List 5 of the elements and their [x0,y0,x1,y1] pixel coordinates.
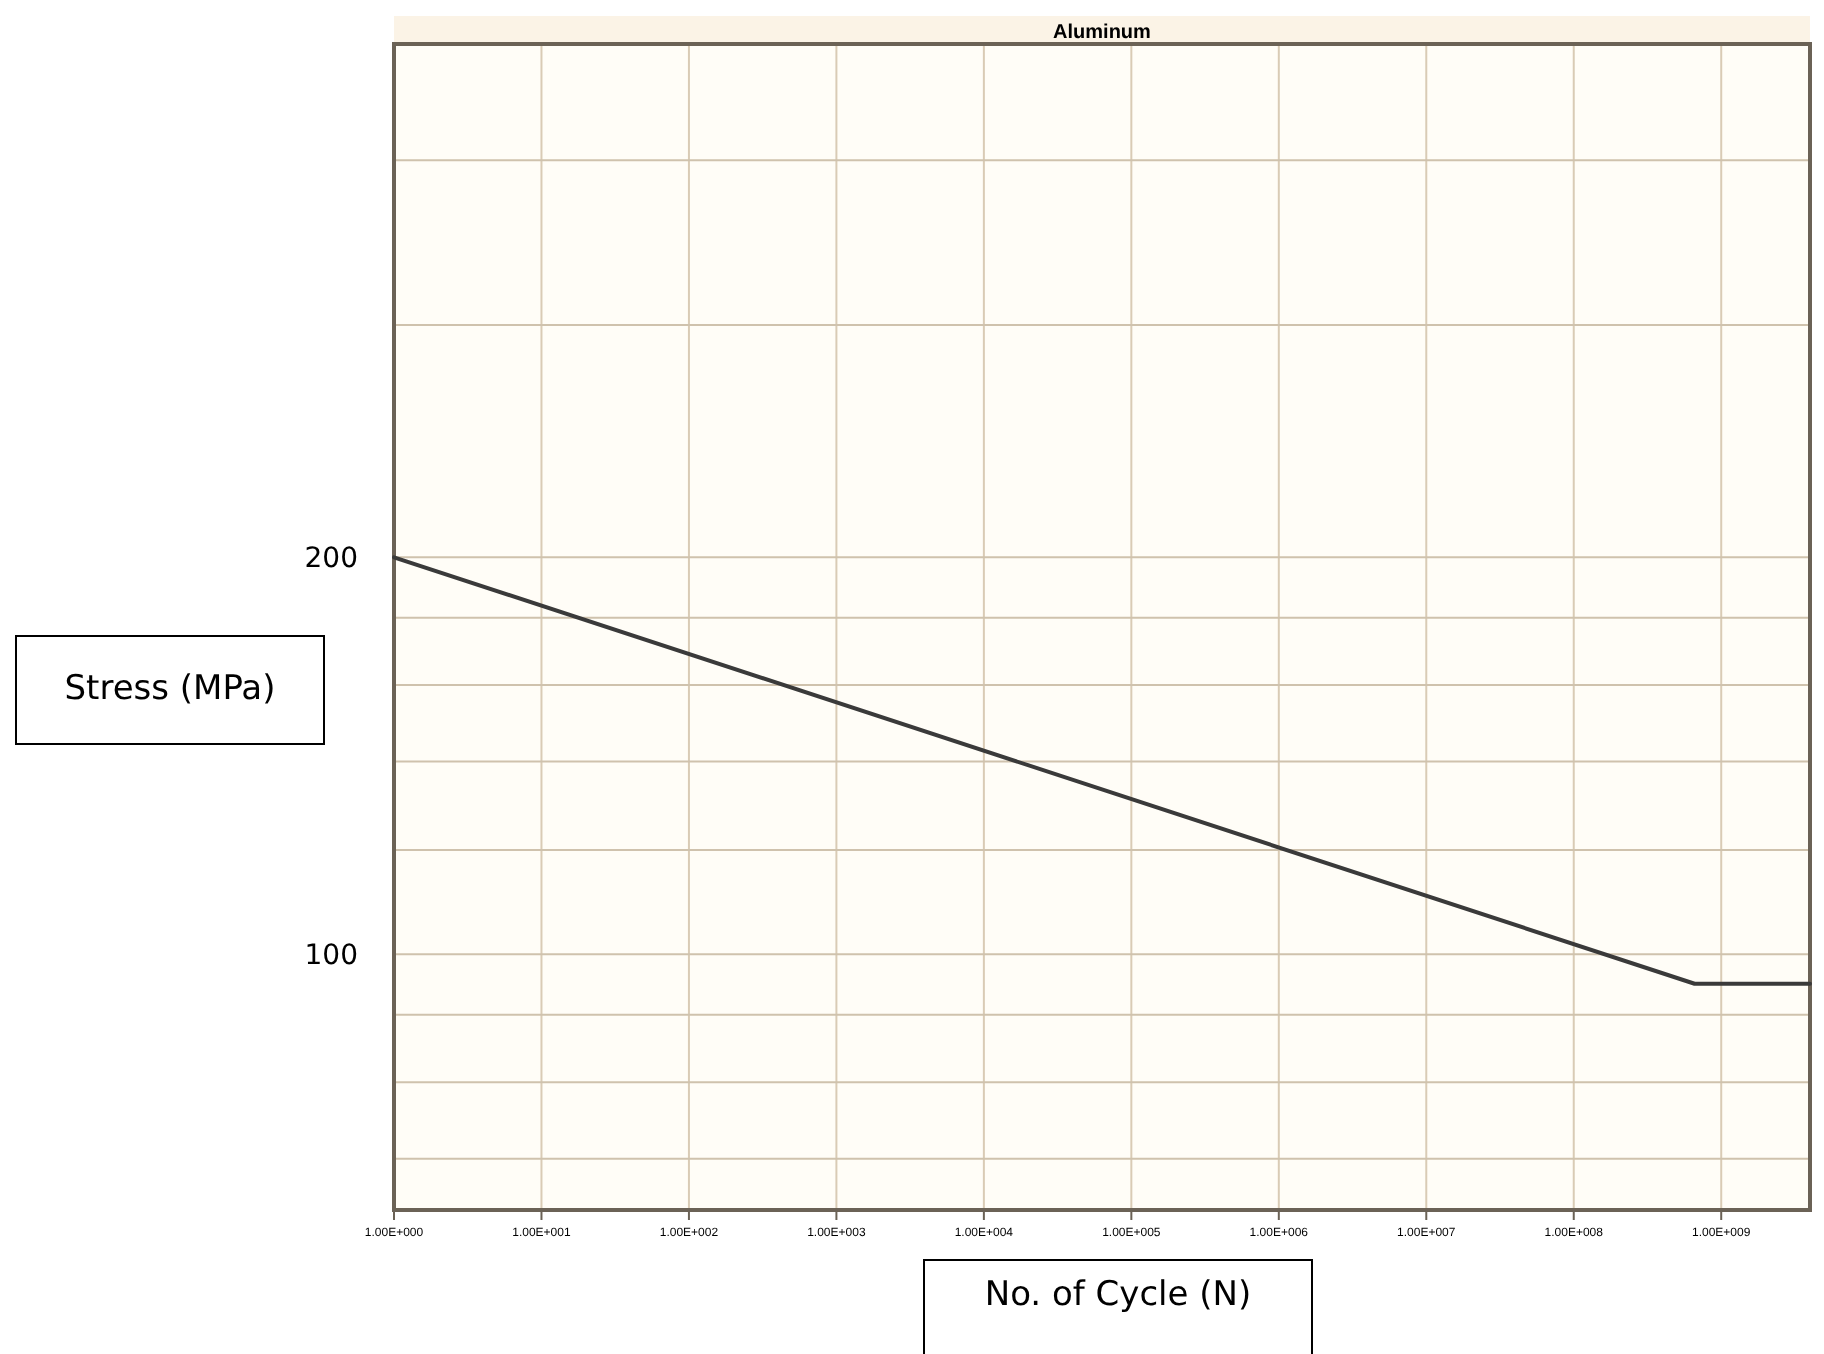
x-axis-title: No. of Cycle (N) [984,1275,1252,1316]
y-tick-label: 100 [304,940,358,973]
chart-title: Aluminum [1053,22,1152,44]
y-axis-title: Stress (MPa) [64,669,276,710]
y-tick-label: 200 [304,543,358,576]
